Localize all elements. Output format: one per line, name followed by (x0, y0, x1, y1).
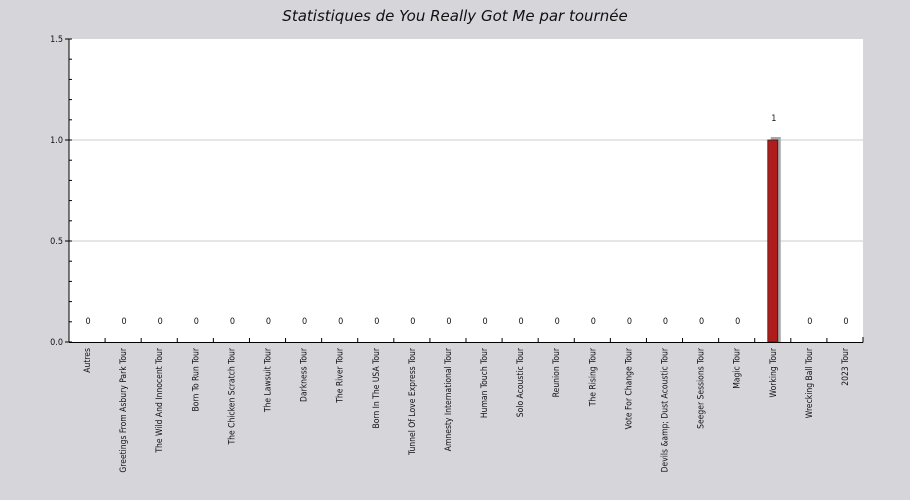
value-label: 0 (591, 317, 596, 327)
value-label: 0 (85, 317, 90, 327)
value-label: 0 (627, 317, 632, 327)
x-tick-label: Tunnel Of Love Express Tour (408, 347, 418, 456)
x-tick-label: Seeger Sessions Tour (697, 347, 707, 429)
x-tick-label: Autres (83, 348, 93, 373)
value-label: 0 (338, 317, 343, 327)
value-labels: 0 0 0 0 0 0 0 0 0 0 0 0 0 0 0 0 0 0 0 1 0 0 (85, 114, 848, 327)
x-tick-label: Greetings From Asbury Park Tour (119, 347, 129, 472)
y-tick-label: 0.5 (50, 237, 63, 247)
value-label: 0 (482, 317, 487, 327)
value-label: 0 (446, 317, 451, 327)
value-label: 0 (158, 317, 163, 327)
plot-area (69, 39, 863, 342)
value-label: 0 (302, 317, 307, 327)
chart-title: Statistiques de You Really Got Me par to… (282, 7, 627, 25)
x-tick-label: The Rising Tour (588, 347, 598, 407)
value-label: 1 (771, 114, 776, 124)
x-tick-label: Working Tour (769, 347, 779, 397)
grid-lines (69, 139, 863, 242)
y-axis-ticks: 0.0 0.5 1.0 1.5 (50, 35, 72, 348)
x-tick-label: The Chicken Scratch Tour (227, 347, 237, 445)
x-tick-label: Magic Tour (733, 347, 743, 389)
x-tick-label: Wrecking Ball Tour (805, 347, 815, 418)
value-label: 0 (519, 317, 524, 327)
x-tick-label: Darkness Tour (300, 347, 310, 402)
value-label: 0 (843, 317, 848, 327)
x-tick-label: Devils &amp; Dust Acoustic Tour (661, 347, 671, 472)
y-tick-label: 0.0 (50, 338, 63, 348)
x-tick-label: Vote For Change Tour (624, 347, 634, 429)
bar (767, 139, 779, 343)
value-label: 0 (807, 317, 812, 327)
value-label: 0 (410, 317, 415, 327)
x-axis-ticks: Autres Greetings From Asbury Park Tour The… (83, 338, 851, 473)
value-label: 0 (555, 317, 560, 327)
x-tick-label: 2023 Tour (841, 347, 851, 386)
y-tick-label: 1.5 (50, 35, 63, 45)
bars (767, 137, 781, 343)
value-label: 0 (663, 317, 668, 327)
value-label: 0 (266, 317, 271, 327)
value-label: 0 (194, 317, 199, 327)
y-tick-label: 1.0 (50, 136, 63, 146)
x-tick-label: Amnesty International Tour (444, 347, 454, 451)
value-label: 0 (699, 317, 704, 327)
value-label: 0 (230, 317, 235, 327)
x-tick-label: The Lawsuit Tour (264, 347, 274, 413)
x-tick-label: Born In The USA Tour (372, 347, 382, 428)
x-tick-label: Born To Run Tour (191, 347, 201, 411)
x-tick-label: Human Touch Tour (480, 347, 490, 418)
x-tick-label: The River Tour (336, 347, 346, 404)
value-label: 0 (122, 317, 127, 327)
x-tick-label: The Wild And Innocent Tour (155, 347, 165, 453)
value-label: 0 (735, 317, 740, 327)
value-label: 0 (374, 317, 379, 327)
x-tick-label: Solo Acoustic Tour (516, 347, 526, 417)
x-tick-label: Reunion Tour (552, 347, 562, 397)
